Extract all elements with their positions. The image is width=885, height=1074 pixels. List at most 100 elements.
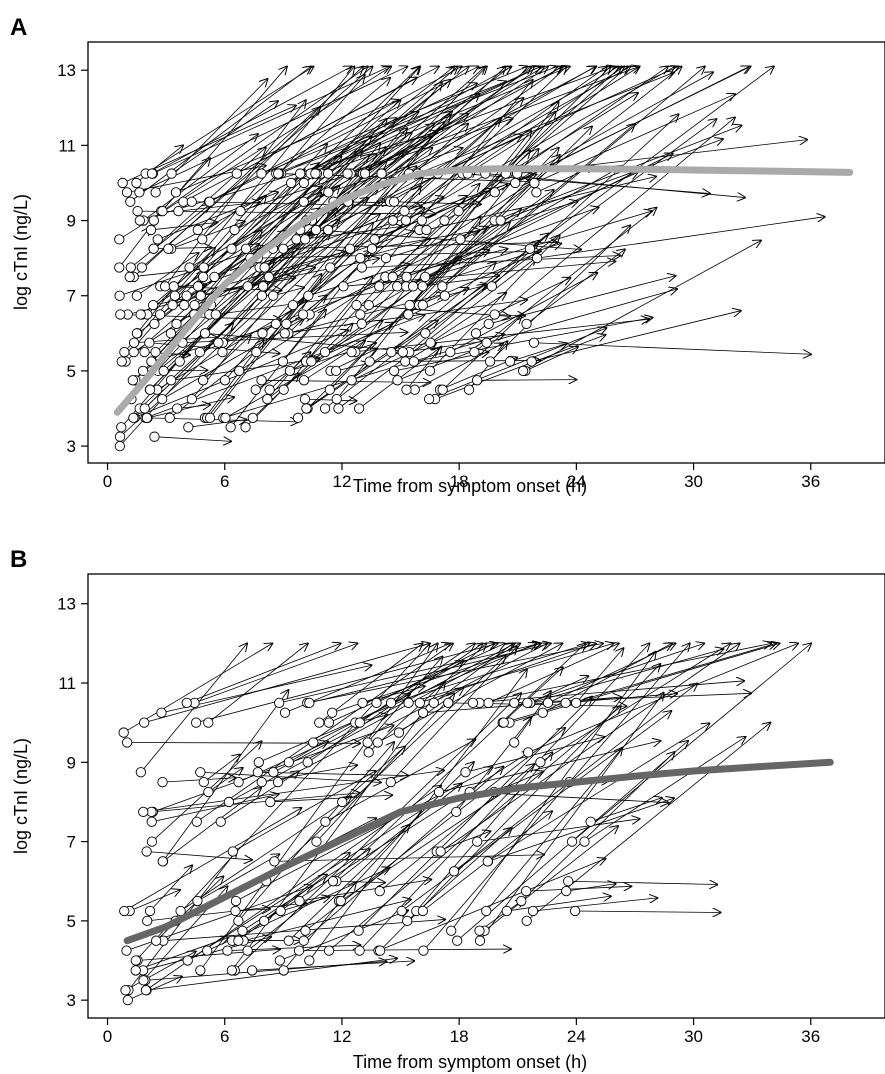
trajectory-arrow <box>146 851 252 860</box>
first-measurement-point <box>219 375 231 386</box>
trajectory-arrow <box>316 66 512 174</box>
first-measurement-point <box>303 290 314 301</box>
first-measurement-point <box>138 975 149 986</box>
first-measurement-point <box>183 422 194 433</box>
first-measurement-point <box>510 177 521 189</box>
first-measurement-point <box>446 925 457 936</box>
trajectory-arrow <box>439 357 517 391</box>
first-measurement-point <box>141 846 152 857</box>
first-measurement-point <box>521 915 532 927</box>
first-measurement-point <box>428 697 439 708</box>
first-measurement-point <box>418 945 429 956</box>
y-tick-label: 5 <box>67 912 76 931</box>
trajectory-arrow <box>243 899 411 942</box>
first-measurement-point <box>203 717 214 728</box>
first-measurement-point <box>140 985 152 996</box>
y-tick-label: 11 <box>58 674 76 693</box>
first-measurement-point <box>287 299 299 311</box>
first-measurement-point <box>407 281 419 292</box>
first-measurement-point <box>163 243 174 254</box>
first-measurement-point <box>203 786 214 798</box>
first-measurement-point <box>278 384 289 395</box>
first-measurement-point <box>484 356 496 367</box>
trajectory-arrow <box>416 752 552 912</box>
first-measurement-point <box>198 262 209 273</box>
trajectory-arrow <box>408 124 635 315</box>
first-measurement-point <box>128 346 139 358</box>
first-measurement-point <box>402 915 413 927</box>
first-measurement-point <box>125 196 136 207</box>
first-measurement-point <box>516 895 527 907</box>
first-measurement-point <box>222 945 233 956</box>
first-measurement-point <box>566 836 578 847</box>
first-measurement-point <box>121 187 133 198</box>
first-measurement-point <box>372 737 383 748</box>
y-tick-label: 3 <box>67 991 76 1010</box>
trajectory-arrow <box>196 643 498 724</box>
first-measurement-point <box>157 776 168 788</box>
first-measurement-point <box>114 431 126 442</box>
first-measurement-point <box>338 281 349 292</box>
trajectory-arrow <box>351 278 571 381</box>
first-measurement-point <box>278 243 289 254</box>
first-measurement-point <box>421 224 432 236</box>
first-measurement-point <box>386 346 397 358</box>
trajectory-arrow <box>208 643 308 723</box>
first-measurement-point <box>157 206 168 217</box>
first-measurement-point <box>417 707 429 718</box>
first-measurement-point <box>156 707 167 718</box>
first-measurement-point <box>323 945 335 956</box>
first-measurement-point <box>152 234 163 245</box>
trajectory-arrow <box>408 643 614 704</box>
first-measurement-point <box>448 866 460 877</box>
first-measurement-point <box>240 422 251 433</box>
first-measurement-point <box>437 281 448 292</box>
first-measurement-point <box>122 995 133 1006</box>
first-measurement-point <box>114 290 125 301</box>
first-measurement-point <box>331 393 342 405</box>
first-measurement-point <box>292 412 304 424</box>
first-measurement-point <box>453 206 464 217</box>
x-tick-label: 12 <box>332 472 351 491</box>
first-measurement-point <box>148 243 159 254</box>
trajectory-arrow <box>505 112 556 174</box>
trajectory-arrow <box>568 881 717 884</box>
first-measurement-point <box>146 816 157 827</box>
first-measurement-point <box>300 925 311 936</box>
first-measurement-point <box>463 384 475 395</box>
first-measurement-point <box>192 281 204 292</box>
first-measurement-point <box>483 318 494 330</box>
first-measurement-point <box>223 796 235 808</box>
first-measurement-point <box>401 384 412 395</box>
first-measurement-point <box>489 309 500 320</box>
y-tick-label: 9 <box>67 753 76 772</box>
trajectory-arrow <box>164 100 306 287</box>
trajectory-arrow <box>129 890 181 912</box>
trajectory-arrow <box>279 643 541 704</box>
first-measurement-point <box>231 168 242 179</box>
trajectory-arrow <box>208 768 242 793</box>
first-measurement-point <box>131 290 142 301</box>
first-measurement-point <box>524 243 536 254</box>
first-measurement-point <box>128 337 140 348</box>
trajectory-arrow <box>283 882 356 971</box>
first-measurement-point <box>392 281 403 292</box>
first-measurement-point <box>252 767 263 778</box>
trajectory-arrow <box>206 274 321 419</box>
first-measurement-point <box>284 365 296 377</box>
first-measurement-point <box>522 747 534 758</box>
trajectory-arrow <box>136 253 199 297</box>
first-measurement-point <box>256 375 267 386</box>
first-measurement-point <box>274 697 285 708</box>
trajectory-arrow <box>151 794 279 823</box>
first-measurement-point <box>297 309 309 320</box>
first-measurement-point <box>265 796 276 808</box>
first-measurement-point <box>469 346 480 358</box>
first-measurement-point <box>521 885 532 897</box>
first-measurement-point <box>424 365 436 377</box>
trajectory-arrow <box>153 247 212 248</box>
first-measurement-point <box>166 168 177 179</box>
first-measurement-point <box>300 234 311 245</box>
trajectory-arrow <box>139 66 407 193</box>
first-measurement-point <box>425 337 436 348</box>
